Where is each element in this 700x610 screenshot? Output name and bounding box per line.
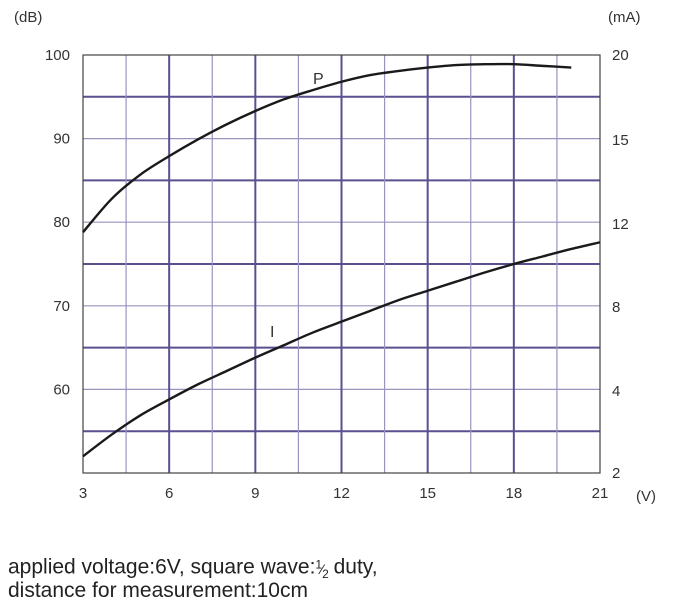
x-tick-label: 12 — [333, 485, 350, 502]
chart: 3 6 9 12 15 18 21 100 90 80 70 60 20 15 12 8 4 2 (dB) (mA… — [14, 9, 656, 505]
series-line-p — [82, 62, 572, 234]
y-left-tick-label: 80 — [53, 214, 70, 231]
plot-frame — [82, 54, 601, 474]
y-left-tick-label: 70 — [53, 298, 70, 315]
caption-line-1: applied voltage:6V, square wave:1⁄2 duty… — [8, 552, 378, 587]
x-tick-label: 15 — [419, 485, 436, 502]
x-tick-label: 18 — [505, 485, 522, 502]
x-unit: (V) — [636, 488, 656, 505]
y-right-tick-label: 8 — [612, 299, 620, 316]
duty-fraction-denominator: 2 — [322, 567, 329, 581]
y-right-tick-label: 4 — [612, 383, 620, 400]
tick-labels: 3 6 9 12 15 18 21 100 90 80 70 60 20 15 12 8 4 2 — [45, 47, 629, 502]
duty-fraction: 1⁄2 — [315, 558, 329, 581]
x-tick-label: 21 — [592, 485, 609, 502]
y-left-tick-label: 90 — [53, 131, 70, 148]
y-right-tick-label: 20 — [612, 47, 629, 64]
series-label-i: I — [270, 324, 274, 341]
series-label-p: P — [313, 71, 324, 88]
curves — [82, 62, 601, 458]
y-left-unit: (dB) — [14, 9, 42, 26]
grid — [83, 55, 600, 473]
y-right-unit: (mA) — [608, 9, 641, 26]
x-tick-label: 3 — [79, 485, 87, 502]
y-left-tick-label: 100 — [45, 47, 70, 64]
y-left-tick-label: 60 — [53, 381, 70, 398]
x-tick-label: 6 — [165, 485, 173, 502]
x-tick-label: 9 — [251, 485, 259, 502]
y-right-tick-label: 12 — [612, 216, 629, 233]
duty-fraction-numerator: 1 — [315, 558, 322, 571]
caption-voltage: applied voltage:6V, square wave: — [8, 555, 316, 579]
series-line-i — [82, 241, 601, 458]
y-right-tick-label: 15 — [612, 132, 629, 149]
caption-duty: duty, — [327, 555, 378, 579]
caption-line-2: distance for measurement:10cm — [8, 579, 308, 602]
y-right-tick-label: 2 — [612, 465, 620, 482]
